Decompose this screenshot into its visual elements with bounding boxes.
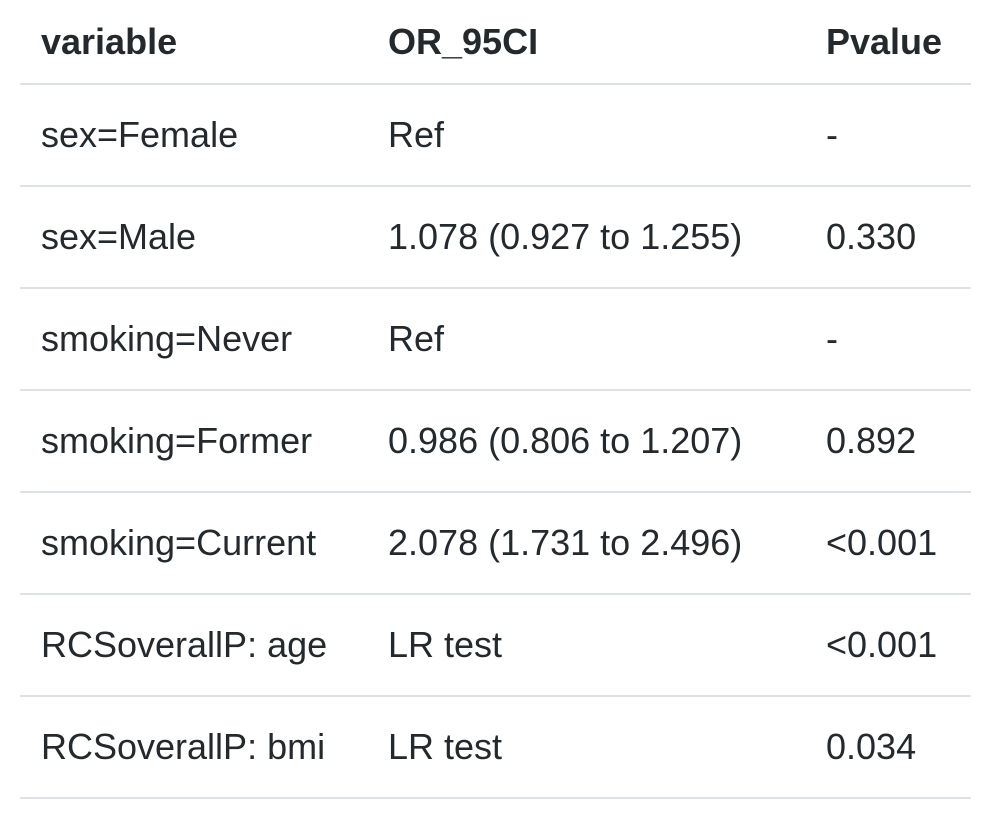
table-row: sex=Female Ref - <box>20 85 971 187</box>
cell-variable: smoking=Never <box>41 318 293 359</box>
table-row: smoking=Former 0.986 (0.806 to 1.207) 0.… <box>20 391 971 493</box>
cell-variable: smoking=Current <box>41 522 317 563</box>
column-header-variable: variable <box>41 20 178 62</box>
cell-pvalue: 0.892 <box>826 420 917 461</box>
table-row: sex=Male 1.078 (0.927 to 1.255) 0.330 <box>20 187 971 289</box>
cell-or-95ci: 0.986 (0.806 to 1.207) <box>388 420 743 461</box>
cell-or-95ci: Ref <box>388 318 445 359</box>
cell-or-95ci: 1.078 (0.927 to 1.255) <box>388 216 743 257</box>
cell-variable: sex=Female <box>41 114 239 155</box>
cell-pvalue: 0.330 <box>826 216 917 257</box>
cell-pvalue: - <box>826 318 838 359</box>
column-header-or-95ci: OR_95CI <box>388 20 539 62</box>
cell-or-95ci: 2.078 (1.731 to 2.496) <box>388 522 743 563</box>
cell-pvalue: <0.001 <box>826 522 938 563</box>
cell-or-95ci: LR test <box>388 726 503 767</box>
cell-pvalue: 0.034 <box>826 726 917 767</box>
results-table: variable OR_95CI Pvalue sex=Female Ref -… <box>20 0 971 799</box>
table-row: smoking=Never Ref - <box>20 289 971 391</box>
cell-variable: smoking=Former <box>41 420 313 461</box>
cell-or-95ci: Ref <box>388 114 445 155</box>
cell-variable: sex=Male <box>41 216 197 257</box>
cell-pvalue: - <box>826 114 838 155</box>
table-row: smoking=Current 2.078 (1.731 to 2.496) <… <box>20 493 971 595</box>
cell-variable: RCSoverallP: bmi <box>41 726 326 767</box>
column-header-pvalue: Pvalue <box>826 20 943 62</box>
table-row: RCSoverallP: age LR test <0.001 <box>20 595 971 697</box>
cell-variable: RCSoverallP: age <box>41 624 328 665</box>
table-row: RCSoverallP: bmi LR test 0.034 <box>20 697 971 799</box>
cell-or-95ci: LR test <box>388 624 503 665</box>
cell-pvalue: <0.001 <box>826 624 938 665</box>
table-header-row: variable OR_95CI Pvalue <box>20 0 971 85</box>
